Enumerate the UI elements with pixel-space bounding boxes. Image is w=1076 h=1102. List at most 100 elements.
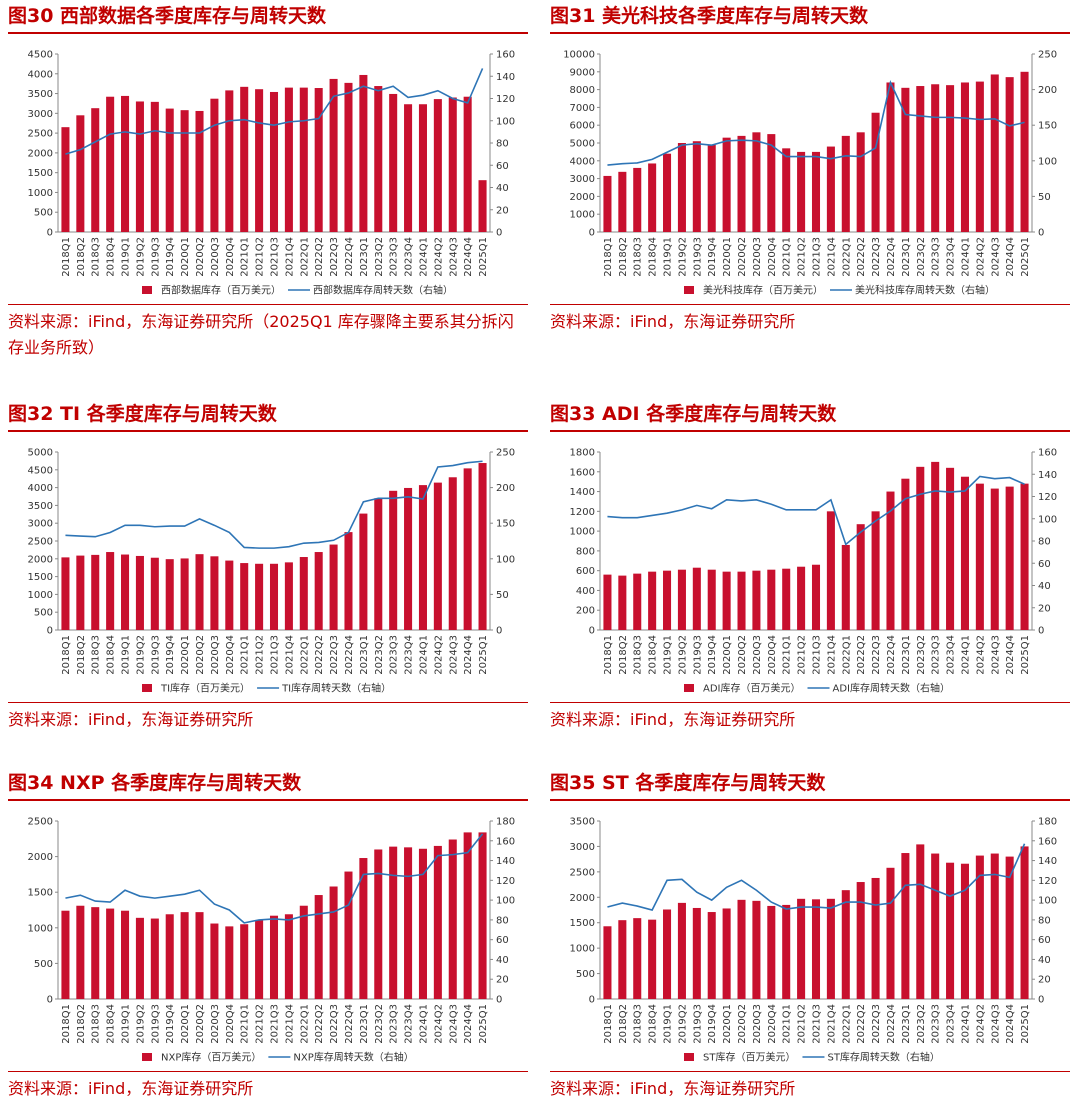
bar — [707, 569, 716, 630]
x-tick-label: 2022Q4 — [886, 237, 897, 277]
bar — [165, 914, 174, 999]
bar — [886, 82, 895, 232]
y2-tick-label: 0 — [496, 228, 502, 239]
x-tick-label: 2022Q1 — [841, 237, 852, 277]
y2-tick-label: 0 — [496, 626, 502, 637]
x-tick-label: 2021Q2 — [797, 635, 808, 675]
x-tick-label: 2020Q1 — [722, 635, 733, 675]
y-tick-label: 800 — [576, 546, 595, 557]
y2-tick-label: 80 — [1038, 915, 1051, 926]
x-tick-label: 2024Q4 — [1005, 1004, 1016, 1044]
x-tick-label: 2024Q4 — [463, 635, 474, 675]
bar — [240, 86, 249, 232]
y-tick-label: 1200 — [570, 507, 595, 518]
bar — [433, 482, 442, 630]
x-tick-label: 2022Q3 — [329, 635, 340, 675]
x-tick-label: 2023Q4 — [404, 1004, 415, 1044]
figure-panel: 图35 ST 各季度库存与周转天数 0 500 1000 1500 2000 2500 300… — [550, 767, 1070, 1102]
x-tick-label: 2020Q3 — [752, 635, 763, 675]
y2-tick-label: 180 — [1038, 817, 1057, 828]
bar — [782, 568, 791, 630]
x-tick-label: 2021Q1 — [782, 1004, 793, 1044]
x-tick-label: 2021Q1 — [240, 1004, 251, 1044]
figure-title: 图30 西部数据各季度库存与周转天数 — [8, 0, 528, 34]
x-tick-label: 2018Q2 — [618, 237, 629, 277]
bar — [195, 110, 204, 232]
x-tick-label: 2020Q3 — [752, 1004, 763, 1044]
x-tick-label: 2020Q3 — [210, 1004, 221, 1044]
x-tick-label: 2023Q1 — [901, 635, 912, 675]
x-tick-label: 2022Q3 — [329, 237, 340, 277]
figure-title: 图32 TI 各季度库存与周转天数 — [8, 398, 528, 432]
bar — [707, 144, 716, 232]
bar — [931, 461, 940, 630]
bar — [841, 135, 850, 232]
y-tick-label: 3000 — [570, 842, 595, 853]
bar — [61, 127, 70, 232]
x-tick-label: 2020Q1 — [180, 237, 191, 277]
y2-tick-label: 40 — [496, 955, 509, 966]
bar — [856, 524, 865, 630]
bar — [633, 167, 642, 232]
y2-tick-label: 80 — [496, 915, 509, 926]
y-tick-label: 1000 — [570, 527, 595, 538]
chart: 0 200 400 600 800 1000 1200 1400 1600 1800 0 20 40 60… — [570, 448, 1058, 695]
bar — [901, 87, 910, 232]
y2-tick-label: 180 — [496, 817, 515, 828]
x-tick-label: 2022Q4 — [886, 1004, 897, 1044]
x-tick-label: 2021Q2 — [255, 237, 266, 277]
y-tick-label: 200 — [576, 606, 595, 617]
y2-tick-label: 20 — [1038, 975, 1051, 986]
x-tick-label: 2022Q4 — [344, 635, 355, 675]
x-tick-label: 2021Q3 — [270, 237, 281, 277]
y-tick-label: 2500 — [28, 817, 53, 828]
x-tick-label: 2018Q4 — [648, 1004, 659, 1044]
y2-tick-label: 100 — [1038, 896, 1057, 907]
y-tick-label: 0 — [589, 626, 595, 637]
x-tick-label: 2019Q1 — [121, 1004, 132, 1044]
x-tick-label: 2020Q4 — [225, 635, 236, 675]
bar — [946, 467, 955, 630]
bar — [811, 564, 821, 630]
x-tick-label: 2021Q4 — [284, 635, 295, 675]
bar — [916, 86, 925, 232]
x-tick-label: 2021Q4 — [284, 1004, 295, 1044]
y2-tick-label: 100 — [1038, 156, 1057, 167]
line-series — [607, 80, 1025, 166]
x-tick-label: 2019Q3 — [692, 1004, 703, 1044]
bar — [76, 555, 85, 630]
x-tick-label: 2018Q3 — [633, 237, 644, 277]
y2-tick-label: 100 — [496, 896, 515, 907]
bar — [931, 84, 940, 232]
bar — [841, 890, 850, 999]
y-tick-label: 3000 — [28, 109, 53, 120]
legend-swatch — [142, 1053, 152, 1061]
legend-swatch — [684, 684, 694, 692]
bar — [210, 556, 219, 630]
figure-panel: 图34 NXP 各季度库存与周转天数 0 500 1000 1500 2000 2500 0 2… — [8, 767, 528, 1102]
bar — [916, 844, 925, 999]
bar — [782, 148, 791, 232]
x-tick-label: 2020Q2 — [737, 635, 748, 675]
y-tick-label: 0 — [47, 995, 53, 1006]
x-tick-label: 2021Q3 — [812, 635, 823, 675]
x-tick-label: 2023Q1 — [359, 237, 370, 277]
bar — [737, 571, 746, 630]
bar — [633, 918, 642, 999]
bar — [106, 96, 115, 232]
y-tick-label: 10000 — [563, 50, 595, 61]
y-tick-label: 1600 — [570, 467, 595, 478]
x-tick-label: 2019Q3 — [150, 635, 161, 675]
y-tick-label: 1500 — [28, 888, 53, 899]
legend-label: ADI库存周转天数（右轴） — [833, 682, 951, 695]
x-tick-label: 2019Q4 — [165, 1004, 176, 1044]
y-tick-label: 400 — [576, 586, 595, 597]
figure-title: 图34 NXP 各季度库存与周转天数 — [8, 767, 528, 801]
y-tick-label: 1500 — [28, 572, 53, 583]
y-tick-label: 0 — [589, 228, 595, 239]
y-tick-label: 600 — [576, 566, 595, 577]
y-tick-label: 1500 — [28, 168, 53, 179]
bar — [463, 96, 472, 232]
x-tick-label: 2023Q3 — [389, 1004, 400, 1044]
bar — [737, 135, 746, 232]
